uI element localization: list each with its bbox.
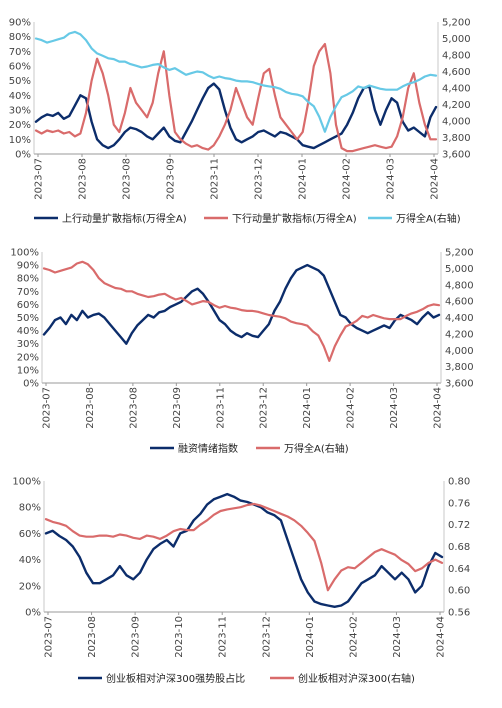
legend-label-0: 上行动量扩散指标(万得全A) (62, 212, 187, 225)
y2-tick-label: 4,200 (442, 100, 471, 111)
series-line-0 (44, 492, 444, 608)
series-line-0 (34, 82, 438, 150)
y-tick-label: 10% (9, 135, 31, 146)
y2-tick-label: 4,200 (445, 329, 474, 340)
x-tick-label: 2024-03 (392, 616, 403, 658)
x-tick-label: 2024-03 (386, 158, 397, 200)
y-tick-label: 70% (9, 47, 31, 58)
y2-tick-label: 4,000 (442, 117, 471, 128)
y2-tick-label: 0.76 (448, 498, 470, 509)
x-tick-label: 2024-03 (389, 387, 400, 429)
y2-tick-label: 3,800 (445, 362, 474, 373)
x-tick-label: 2024-04 (430, 158, 441, 200)
y-tick-label: 80% (9, 32, 31, 43)
series-line-1 (34, 42, 438, 153)
x-tick-label: 2023-11 (210, 158, 221, 200)
y2-tick-label: 4,800 (445, 280, 474, 291)
x-tick-label: 2024-02 (342, 158, 353, 200)
y2-tick-label: 0.64 (448, 564, 470, 575)
y-tick-label: 80% (17, 274, 39, 285)
x-tick-label: 2023-12 (261, 616, 272, 658)
x-tick-label: 2023-12 (259, 387, 270, 429)
x-tick-label: 2023-09 (172, 387, 183, 429)
x-tick-label: 2024-01 (298, 158, 309, 200)
y-tick-label: 20% (9, 120, 31, 131)
x-tick-label: 2023-08 (78, 158, 89, 200)
y-tick-label: 100% (10, 248, 39, 259)
y-tick-label: 50% (17, 313, 39, 324)
y2-tick-label: 4,600 (442, 67, 471, 78)
y2-tick-label: 4,800 (442, 51, 471, 62)
x-tick-label: 2023-08 (87, 616, 98, 658)
legend-label-0: 融资情绪指数 (178, 442, 238, 455)
y-tick-label: 30% (9, 106, 31, 117)
y-tick-label: 90% (17, 261, 39, 272)
y-tick-label: 50% (9, 76, 31, 87)
y-tick-label: 40% (9, 91, 31, 102)
y-tick-label: 0% (15, 150, 31, 161)
y-tick-label: 20% (19, 581, 41, 592)
y2-tick-label: 3,600 (445, 379, 474, 390)
x-tick-label: 2024-04 (436, 616, 447, 658)
y2-tick-label: 4,400 (445, 313, 474, 324)
y2-tick-label: 5,200 (442, 18, 471, 29)
x-tick-label: 2024-04 (433, 387, 444, 429)
legend-label-2: 万得全A(右轴) (396, 212, 461, 225)
legend-label-1: 万得全A(右轴) (284, 442, 349, 455)
x-tick-label: 2024-02 (348, 616, 359, 658)
y2-tick-label: 0.68 (448, 542, 470, 553)
x-tick-label: 2023-10 (174, 616, 185, 658)
legend-label-1: 下行动量扩散指标(万得全A) (232, 212, 357, 225)
y2-tick-label: 5,000 (442, 34, 471, 45)
series-line-2 (34, 30, 438, 133)
legend-label-0: 创业板相对沪深300强势股占比 (106, 672, 245, 685)
series-line-0 (42, 263, 441, 345)
y-tick-label: 100% (12, 477, 41, 488)
y2-tick-label: 5,000 (445, 264, 474, 275)
x-tick-label: 2023-09 (166, 158, 177, 200)
y-tick-label: 20% (17, 352, 39, 363)
y2-tick-label: 4,000 (445, 346, 474, 357)
y-tick-label: 60% (9, 62, 31, 73)
y2-tick-label: 5,200 (445, 248, 474, 259)
y2-tick-label: 0.80 (448, 477, 470, 488)
y2-tick-label: 3,600 (442, 150, 471, 161)
x-tick-label: 2023-08 (128, 387, 139, 429)
y-tick-label: 0% (25, 608, 41, 619)
y2-tick-label: 0.72 (448, 520, 470, 531)
y-tick-label: 60% (17, 300, 39, 311)
series-line-1 (44, 502, 444, 592)
y-tick-label: 60% (19, 529, 41, 540)
y-tick-label: 80% (19, 503, 41, 514)
y-tick-label: 40% (17, 326, 39, 337)
x-tick-label: 2024-01 (302, 387, 313, 429)
x-tick-label: 2023-07 (34, 158, 45, 200)
x-tick-label: 2023-07 (44, 616, 55, 658)
y-tick-label: 0% (23, 379, 39, 390)
x-tick-label: 2023-12 (254, 158, 265, 200)
x-tick-label: 2023-11 (218, 616, 229, 658)
y2-tick-label: 3,800 (442, 133, 471, 144)
x-tick-label: 2023-09 (131, 616, 142, 658)
x-tick-label: 2024-01 (305, 616, 316, 658)
y-tick-label: 70% (17, 287, 39, 298)
x-tick-label: 2023-07 (42, 387, 53, 429)
y-tick-label: 90% (9, 18, 31, 29)
y2-tick-label: 0.60 (448, 586, 470, 597)
y-tick-label: 40% (19, 555, 41, 566)
y2-tick-label: 4,600 (445, 297, 474, 308)
legend-label-1: 创业板相对沪深300(右轴) (298, 672, 415, 685)
y2-tick-label: 0.56 (448, 608, 470, 619)
x-tick-label: 2024-02 (346, 387, 357, 429)
x-tick-label: 2023-08 (122, 158, 133, 200)
x-tick-label: 2023-11 (215, 387, 226, 429)
y2-tick-label: 4,400 (442, 84, 471, 95)
y-tick-label: 10% (17, 365, 39, 376)
y-tick-label: 30% (17, 339, 39, 350)
series-line-1 (42, 260, 441, 362)
x-tick-label: 2023-08 (85, 387, 96, 429)
